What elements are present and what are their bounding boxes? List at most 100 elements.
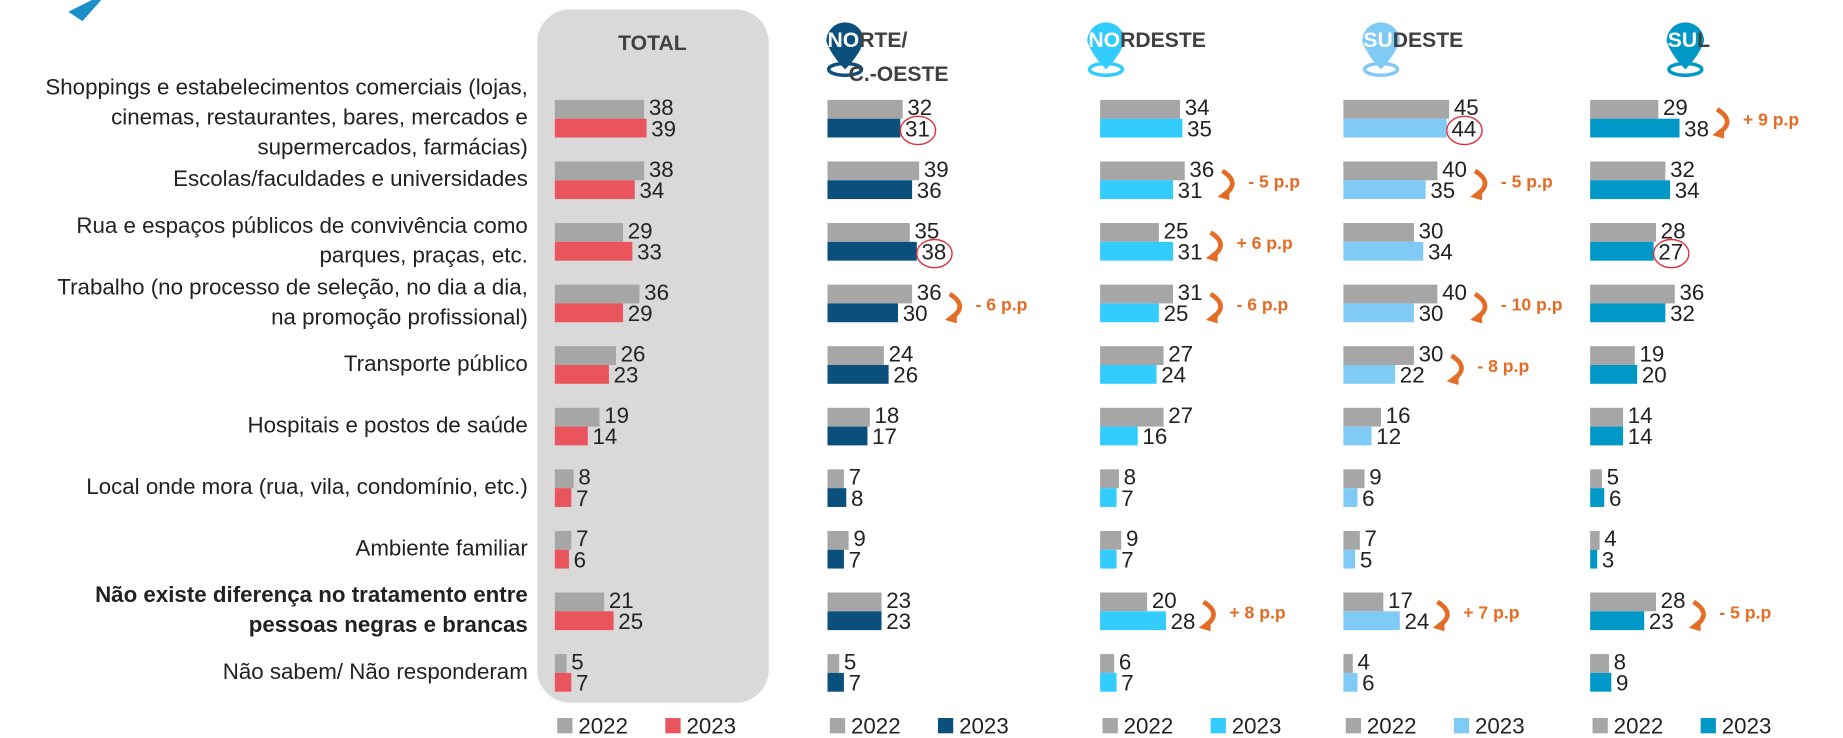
value-label: 23 (886, 588, 911, 613)
value-label: 24 (889, 341, 914, 366)
value-label: 26 (893, 363, 918, 388)
value-label: 30 (1419, 301, 1444, 326)
bar (827, 99, 903, 119)
bar (554, 654, 567, 673)
logo (68, 0, 102, 22)
panel-title: SUL (1668, 29, 1710, 52)
bar (827, 180, 913, 200)
value-label: 32 (1670, 301, 1695, 326)
pin-icon (1666, 22, 1705, 70)
annotation-arrow-head (1712, 125, 1725, 139)
value-label: 31 (1178, 178, 1203, 203)
value-label: 9 (1616, 671, 1628, 696)
value-label: 28 (1171, 609, 1196, 634)
value-label: 21 (609, 588, 634, 613)
legend-swatch (829, 718, 846, 734)
bar (554, 549, 569, 569)
legend-label: 2022 (1367, 713, 1417, 738)
bar (1100, 161, 1185, 181)
value-label: 25 (618, 609, 643, 634)
value-label: 4 (1604, 526, 1616, 551)
value-label: 16 (1142, 424, 1167, 449)
value-label: 8 (1614, 649, 1626, 674)
panel-title: SUDESTE (1363, 29, 1463, 52)
bar (554, 346, 616, 366)
legend-swatch (1102, 718, 1118, 734)
value-label: 36 (1679, 280, 1704, 305)
legend-label: 2022 (578, 713, 628, 738)
value-label: 5 (1607, 465, 1619, 490)
value-label: 8 (1124, 465, 1136, 490)
bar (554, 426, 588, 446)
bar (1100, 672, 1117, 692)
bar (827, 303, 898, 323)
value-label: 20 (1152, 588, 1177, 613)
value-label: 19 (604, 403, 629, 428)
bar (1100, 592, 1148, 612)
value-label: 39 (924, 157, 949, 182)
annotation-arrow-head (1205, 310, 1218, 324)
bar (1100, 530, 1122, 550)
value-label: 7 (576, 526, 588, 551)
value-label: 3 (1602, 547, 1614, 572)
bar (1343, 346, 1414, 366)
bar (1100, 303, 1159, 323)
value-label: 8 (578, 465, 590, 490)
bar (1343, 488, 1358, 507)
annotation: - 8 p.p (1477, 356, 1529, 376)
category-label: Trabalho (no processo de seleção, no dia… (57, 274, 528, 299)
value-label: 32 (1670, 157, 1695, 182)
bar (1100, 99, 1181, 119)
legend-swatch (937, 718, 954, 734)
annotation-arrow-head (1198, 618, 1211, 632)
bar (827, 223, 910, 242)
value-label: 44 (1451, 116, 1476, 141)
bar (1343, 223, 1414, 242)
bar (827, 530, 849, 550)
bar (827, 592, 882, 612)
bar (1590, 346, 1635, 366)
bar (1590, 407, 1624, 427)
value-label: 30 (1419, 341, 1444, 366)
annotation: - 5 p.p (1248, 171, 1300, 191)
bar (827, 161, 920, 181)
value-label: 34 (1675, 178, 1700, 203)
value-label: 35 (1430, 178, 1455, 203)
value-label: 38 (649, 95, 674, 120)
bar (1100, 365, 1157, 384)
bar (1100, 549, 1117, 569)
bar (554, 530, 572, 550)
bar (1100, 346, 1164, 366)
annotation-arrow-head (1446, 372, 1459, 385)
bar (1343, 118, 1447, 138)
value-label: 5 (571, 649, 583, 674)
value-label: 7 (1121, 486, 1133, 511)
annotation: - 5 p.p (1719, 602, 1771, 622)
legend-label: 2022 (1124, 713, 1174, 738)
bar (827, 118, 901, 138)
bar (1590, 549, 1598, 569)
legend-swatch (1700, 718, 1716, 734)
bar (827, 488, 847, 507)
bar (1590, 488, 1605, 507)
pin-ring (1087, 61, 1125, 77)
bar (554, 611, 614, 631)
value-label: 14 (1628, 424, 1653, 449)
bar (1343, 549, 1356, 569)
annotation: - 10 p.p (1501, 294, 1563, 314)
category-label: Transporte público (344, 351, 528, 376)
value-label: 35 (1187, 116, 1212, 141)
value-label: 28 (1661, 588, 1686, 613)
value-label: 7 (576, 486, 588, 511)
value-label: 6 (1609, 486, 1621, 511)
panel-title: TOTAL (618, 32, 687, 55)
value-label: 12 (1376, 424, 1401, 449)
bar (827, 654, 840, 673)
value-label: 6 (1362, 671, 1374, 696)
annotation: + 7 p.p (1463, 602, 1520, 622)
bar (1590, 99, 1659, 119)
legend-swatch (1453, 718, 1470, 734)
value-label: 38 (649, 157, 674, 182)
value-label: 38 (1684, 116, 1709, 141)
bar (554, 99, 645, 119)
